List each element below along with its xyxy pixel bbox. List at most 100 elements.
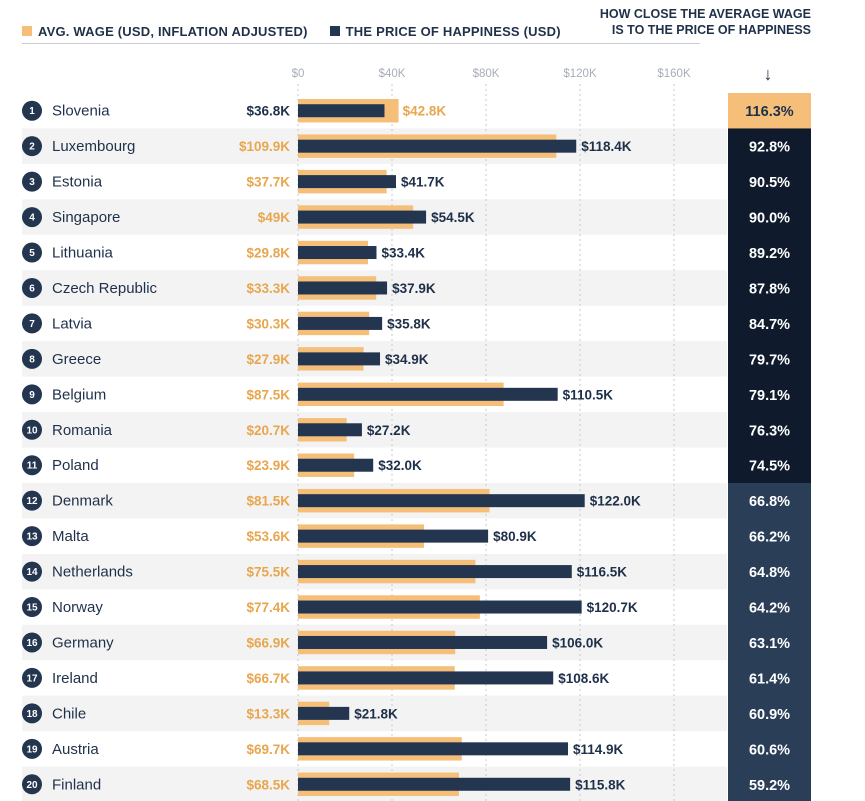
bar-price (298, 423, 362, 437)
bar-price (298, 246, 377, 260)
bar-price (298, 104, 385, 118)
price-value-label: $106.0K (552, 635, 603, 650)
percent-title-line-1: HOW CLOSE THE AVERAGE WAGE (599, 7, 811, 21)
legend-item-wage: AVG. WAGE (USD, INFLATION ADJUSTED) (22, 24, 308, 39)
percent-value-label: 74.5% (749, 459, 790, 475)
bar-price (298, 600, 582, 614)
rank-number: 6 (29, 283, 35, 294)
rank-badge (22, 526, 42, 547)
bar-price (298, 352, 381, 366)
bar-price (298, 139, 577, 153)
price-value-label: $34.9K (385, 352, 429, 367)
country-label: Malta (52, 528, 89, 545)
percent-value-label: 60.9% (749, 707, 790, 723)
rank-number: 20 (26, 780, 38, 791)
percent-value-label: 63.1% (749, 636, 790, 652)
rank-badge (22, 774, 42, 795)
wage-value-label: $42.8K (403, 104, 447, 119)
country-label: Luxembourg (52, 138, 135, 155)
country-label: Greece (52, 351, 101, 368)
percent-cell (728, 412, 811, 448)
country-label: Latvia (52, 315, 93, 332)
rank-badge (22, 490, 42, 511)
rank-badge (22, 632, 42, 653)
rank-number: 12 (26, 496, 38, 507)
percent-value-label: 90.0% (749, 211, 790, 227)
rank-badge (22, 277, 42, 298)
bar-price (298, 777, 571, 791)
percent-cell (728, 624, 811, 661)
rank-number: 13 (26, 532, 38, 543)
percent-value-label: 79.7% (749, 352, 790, 368)
wage-value-label: $33.3K (246, 281, 290, 296)
rank-badge (22, 667, 42, 688)
percent-value-label: 64.8% (749, 565, 790, 581)
percent-cell (728, 93, 811, 129)
percent-value-label: 79.1% (749, 388, 790, 404)
rank-number: 19 (26, 744, 38, 755)
country-label: Finland (52, 776, 101, 793)
country-label: Chile (52, 705, 86, 722)
rank-badge (22, 738, 42, 759)
percent-value-label: 59.2% (749, 778, 790, 794)
price-value-label: $32.0K (378, 458, 422, 473)
rank-number: 4 (29, 213, 35, 224)
wage-value-label: $66.7K (246, 671, 290, 686)
wage-value-label: $69.7K (246, 742, 290, 757)
row-band (22, 695, 727, 732)
wage-value-label: $66.9K (246, 635, 290, 650)
bar-price (298, 565, 572, 579)
percent-column-title: HOW CLOSE THE AVERAGE WAGE IS TO THE PRI… (531, 6, 811, 38)
wage-value-label: $27.9K (246, 352, 290, 367)
percent-cell (728, 482, 811, 519)
wage-value-label: $109.9K (239, 139, 290, 154)
wage-value-label: $68.5K (246, 777, 290, 792)
rank-number: 8 (29, 354, 35, 365)
rank-badge (22, 171, 42, 192)
legend-item-price: THE PRICE OF HAPPINESS (USD) (329, 24, 561, 39)
rank-number: 15 (26, 603, 38, 614)
rank-number: 18 (26, 709, 38, 720)
bar-price (298, 635, 548, 649)
wage-value-label: $30.3K (246, 316, 290, 331)
percent-value-label: 76.3% (749, 423, 790, 439)
percent-cell (728, 589, 811, 626)
bar-price (298, 175, 396, 189)
rank-badge (22, 703, 42, 724)
wage-value-label: $77.4K (246, 600, 290, 615)
rank-badge (22, 136, 42, 157)
wage-value-label: $13.3K (246, 706, 290, 721)
percent-cell (728, 376, 811, 413)
down-arrow-icon: ↓ (764, 64, 773, 84)
percent-cell (728, 518, 811, 555)
price-value-label: $37.9K (392, 281, 436, 296)
country-label: Romania (52, 422, 113, 439)
rank-number: 2 (29, 142, 35, 153)
rank-number: 5 (29, 248, 35, 259)
bar-price (298, 494, 585, 508)
row-band (22, 412, 727, 448)
country-label: Ireland (52, 670, 98, 687)
country-label: Slovenia (52, 103, 110, 120)
bar-price (298, 706, 350, 720)
percent-value-label: 92.8% (749, 140, 790, 156)
rank-number: 11 (27, 461, 38, 472)
percent-cell (728, 305, 811, 342)
price-value-label: $108.6K (558, 671, 609, 686)
price-value-label: $116.5K (577, 565, 628, 580)
rank-number: 3 (29, 177, 35, 188)
country-label: Czech Republic (52, 280, 158, 297)
price-value-label: $110.5K (563, 387, 614, 402)
rank-badge (22, 242, 42, 263)
percent-value-label: 61.4% (749, 671, 790, 687)
rank-badge (22, 561, 42, 582)
bar-price (298, 671, 554, 685)
wage-value-label: $37.7K (246, 175, 290, 190)
percent-cell (728, 234, 811, 271)
percent-cell (728, 731, 811, 768)
price-value-label: $36.8K (246, 104, 290, 119)
price-value-label: $41.7K (401, 175, 445, 190)
percent-cell (728, 270, 811, 307)
country-label: Lithuania (52, 245, 114, 262)
legend-swatch-price (329, 26, 340, 36)
